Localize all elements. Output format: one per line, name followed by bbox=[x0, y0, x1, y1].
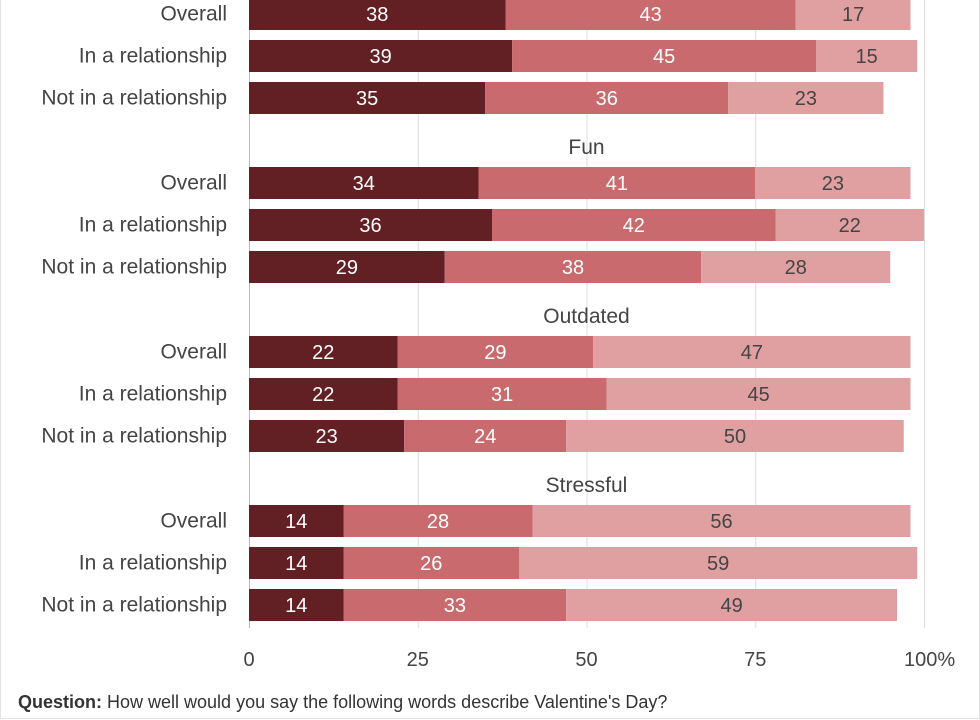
data-label: 43 bbox=[640, 4, 662, 26]
bar-segment bbox=[249, 209, 492, 241]
bar-segment bbox=[343, 505, 533, 537]
data-label: 22 bbox=[312, 384, 334, 406]
data-label: 22 bbox=[312, 342, 334, 364]
bar-segment bbox=[249, 336, 398, 368]
data-label: 47 bbox=[741, 342, 763, 364]
bar-segment bbox=[249, 167, 479, 199]
data-label: 34 bbox=[353, 173, 375, 195]
bar-segment bbox=[593, 336, 911, 368]
bar-segment bbox=[249, 505, 344, 537]
data-label: 23 bbox=[316, 426, 338, 448]
x-tick-label: 0 bbox=[243, 649, 254, 671]
data-label: 23 bbox=[822, 173, 844, 195]
data-label: 28 bbox=[785, 257, 807, 279]
question-footer: Question: How well would you say the fol… bbox=[18, 692, 667, 713]
row-label: Overall bbox=[160, 510, 227, 533]
bar-segment bbox=[343, 547, 519, 579]
bar-segment bbox=[512, 40, 816, 72]
data-label: 26 bbox=[420, 553, 442, 575]
bar-segment bbox=[485, 82, 729, 114]
question-label: Question: bbox=[18, 692, 102, 712]
bar-segment bbox=[249, 589, 344, 621]
question-text: How well would you say the following wor… bbox=[107, 692, 668, 712]
data-label: 38 bbox=[562, 257, 584, 279]
data-label: 22 bbox=[839, 215, 861, 237]
data-label: 35 bbox=[356, 88, 378, 110]
bar-segment bbox=[728, 82, 884, 114]
data-label: 15 bbox=[856, 46, 878, 68]
row-label: Overall bbox=[160, 341, 227, 364]
bar-segment bbox=[478, 167, 756, 199]
bar-segment bbox=[566, 420, 904, 452]
data-label: 42 bbox=[623, 215, 645, 237]
data-label: 59 bbox=[707, 553, 729, 575]
x-tick-label: 100% bbox=[904, 649, 955, 671]
data-label: 39 bbox=[370, 46, 392, 68]
bar-segment bbox=[249, 251, 445, 283]
row-label: Not in a relationship bbox=[41, 256, 227, 279]
bar-segment bbox=[397, 336, 594, 368]
data-label: 56 bbox=[710, 511, 732, 533]
data-label: 28 bbox=[427, 511, 449, 533]
bar-segment bbox=[404, 420, 567, 452]
bar-segment bbox=[519, 547, 918, 579]
data-label: 38 bbox=[366, 4, 388, 26]
group-label-stressful: Stressful bbox=[546, 474, 628, 497]
bar-segment bbox=[532, 505, 911, 537]
group-label-outdated: Outdated bbox=[543, 305, 629, 328]
data-label: 29 bbox=[336, 257, 358, 279]
bar-segment bbox=[816, 40, 918, 72]
row-label: In a relationship bbox=[79, 45, 227, 68]
data-label: 36 bbox=[596, 88, 618, 110]
bar-segment bbox=[249, 547, 344, 579]
bar-segment bbox=[566, 589, 897, 621]
bar-segment bbox=[444, 251, 702, 283]
data-label: 45 bbox=[748, 384, 770, 406]
bar-segment bbox=[492, 209, 776, 241]
bar-segment bbox=[249, 420, 405, 452]
data-label: 33 bbox=[444, 595, 466, 617]
bar-segment bbox=[343, 589, 567, 621]
stacked-bar-chart: Overall 38 43 17 In a relationship 39 45 15 Not … bbox=[41, 0, 955, 671]
group-label-fun: Fun bbox=[568, 136, 604, 159]
bar-segment bbox=[775, 209, 924, 241]
row-label: In a relationship bbox=[79, 552, 227, 575]
row-label: In a relationship bbox=[79, 214, 227, 237]
row-label: Overall bbox=[160, 172, 227, 195]
bar-segment bbox=[249, 0, 506, 30]
bar-segment bbox=[505, 0, 796, 30]
row-label: Not in a relationship bbox=[41, 87, 227, 110]
data-label: 29 bbox=[484, 342, 506, 364]
row-label: In a relationship bbox=[79, 383, 227, 406]
row-label: Not in a relationship bbox=[41, 425, 227, 448]
data-label: 31 bbox=[491, 384, 513, 406]
data-label: 36 bbox=[359, 215, 381, 237]
bar-segment bbox=[755, 167, 911, 199]
data-label: 14 bbox=[285, 553, 307, 575]
x-tick-label: 50 bbox=[575, 649, 597, 671]
bar-segment bbox=[701, 251, 891, 283]
x-tick-label: 75 bbox=[744, 649, 766, 671]
bar-segment bbox=[249, 378, 398, 410]
data-label: 41 bbox=[606, 173, 628, 195]
bar-segment bbox=[249, 40, 513, 72]
data-label: 49 bbox=[721, 595, 743, 617]
data-label: 17 bbox=[842, 4, 864, 26]
bar-segment bbox=[795, 0, 911, 30]
data-label: 50 bbox=[724, 426, 746, 448]
data-label: 14 bbox=[285, 511, 307, 533]
x-tick-label: 25 bbox=[407, 649, 429, 671]
data-label: 14 bbox=[285, 595, 307, 617]
data-label: 45 bbox=[653, 46, 675, 68]
row-label: Overall bbox=[160, 3, 227, 26]
bar-segment bbox=[249, 82, 486, 114]
bar-segment bbox=[397, 378, 607, 410]
data-label: 24 bbox=[474, 426, 496, 448]
bar-segment bbox=[606, 378, 911, 410]
row-label: Not in a relationship bbox=[41, 594, 227, 617]
data-label: 23 bbox=[795, 88, 817, 110]
